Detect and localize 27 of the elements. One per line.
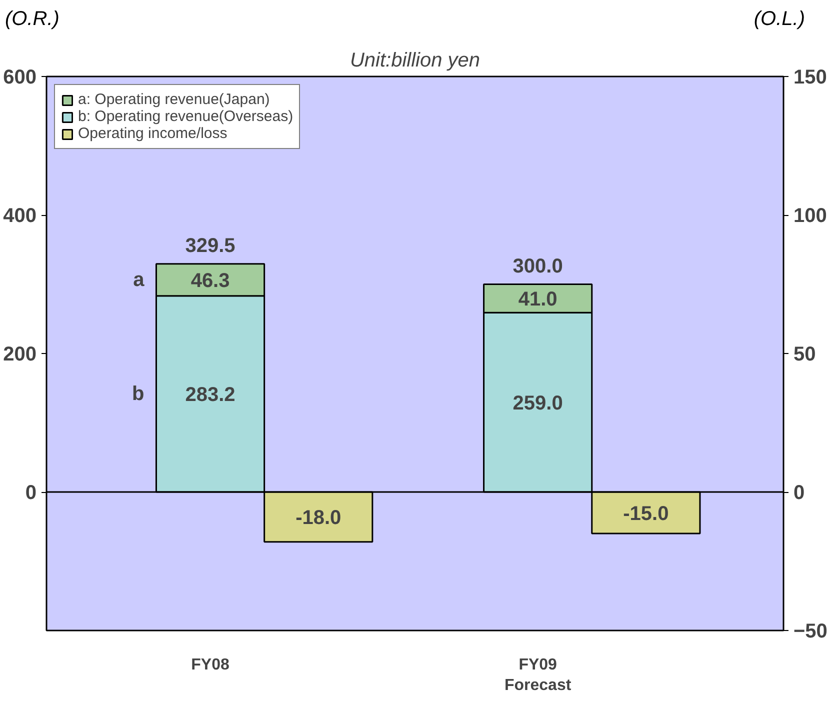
data-label: 259.0 bbox=[512, 392, 563, 414]
y-tick-label: 0 bbox=[25, 482, 36, 504]
y2-tick-label: 100 bbox=[794, 205, 827, 227]
annotation: b bbox=[132, 382, 144, 405]
data-label: 46.3 bbox=[190, 270, 230, 292]
y-tick-label: 600 bbox=[3, 66, 37, 88]
total-label: 300.0 bbox=[512, 255, 563, 278]
legend-label: b: Operating revenue(Overseas) bbox=[78, 108, 294, 125]
legend-label: a: Operating revenue(Japan) bbox=[78, 91, 270, 108]
data-label: -15.0 bbox=[623, 502, 669, 525]
data-label: 41.0 bbox=[518, 288, 558, 310]
y2-tick-label: −50 bbox=[794, 620, 828, 642]
annotation: a bbox=[133, 268, 146, 291]
data-label: -18.0 bbox=[296, 506, 342, 529]
y-axis-title: (O.R.) bbox=[5, 7, 60, 32]
chart-title: Unit:billion yen bbox=[350, 50, 480, 72]
y-tick-label: 400 bbox=[3, 205, 37, 227]
x-tick-label: FY08 bbox=[191, 656, 230, 674]
y2-tick-label: 0 bbox=[794, 482, 805, 504]
y2-tick-label: 50 bbox=[794, 344, 816, 366]
y-tick-label: 200 bbox=[3, 344, 37, 366]
data-label: 283.2 bbox=[185, 384, 236, 406]
x-tick-label: FY09 Forecast bbox=[504, 656, 572, 694]
y2-axis-title: (O.L.) bbox=[754, 7, 805, 32]
legend-label: Operating income/loss bbox=[78, 125, 228, 142]
y2-tick-label: 150 bbox=[794, 66, 827, 88]
total-label: 329.5 bbox=[185, 234, 236, 257]
